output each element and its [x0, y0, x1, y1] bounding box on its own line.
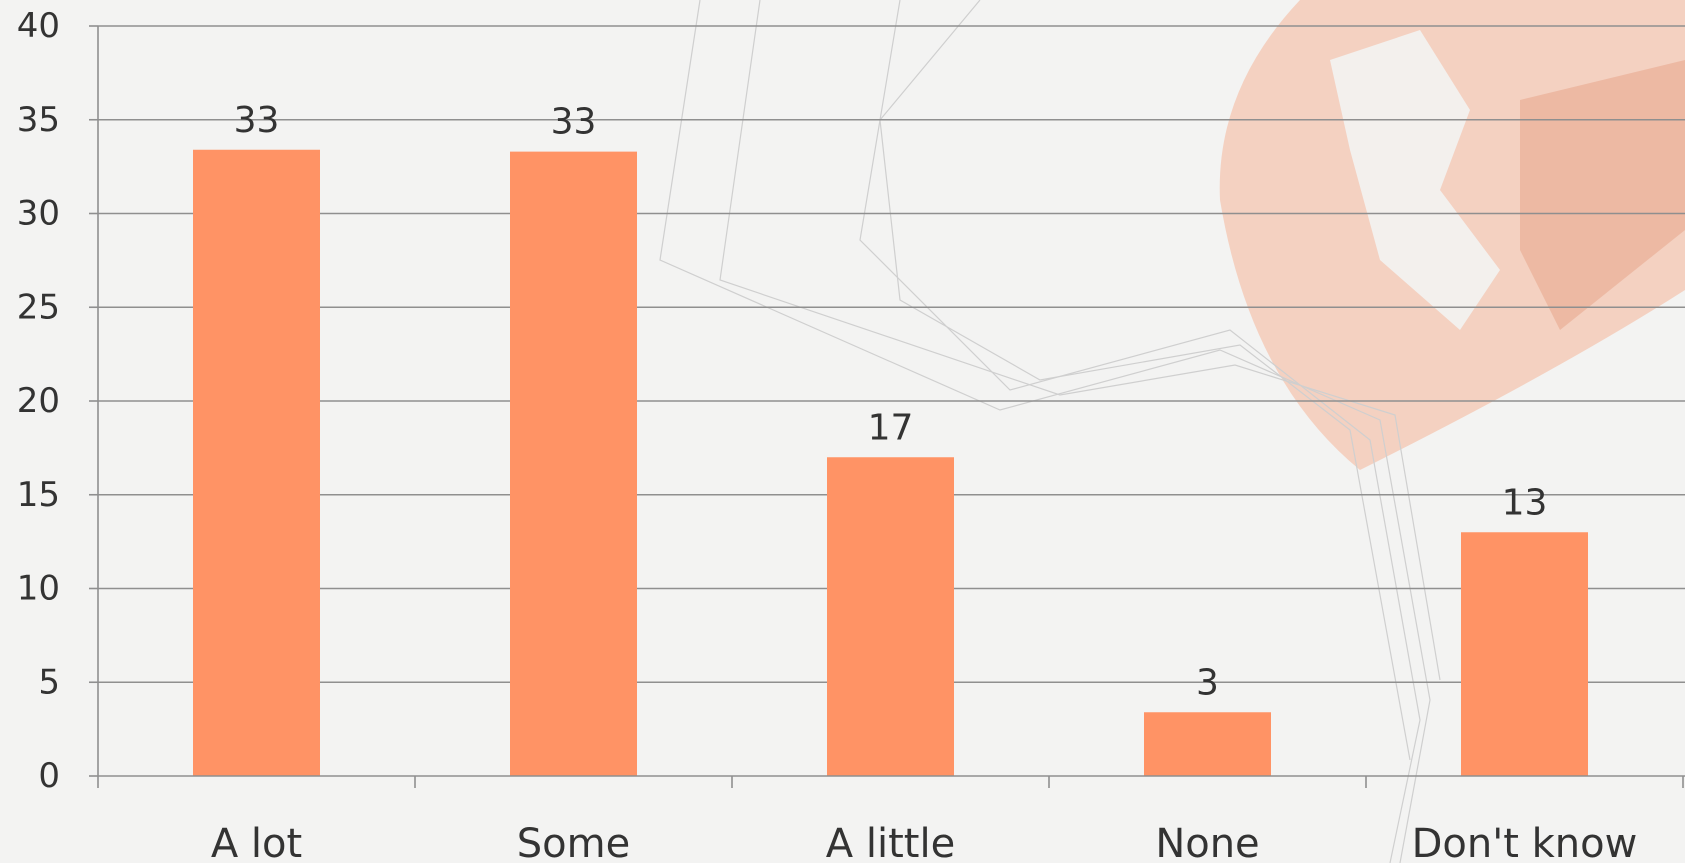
- y-axis-tick-labels: 0 5 10 15 20 25 30 35 40: [17, 6, 60, 796]
- y-tick-label: 10: [17, 569, 60, 609]
- y-tick-label: 40: [17, 6, 60, 46]
- bar-don-t-know: [1461, 532, 1588, 776]
- y-tick-label: 35: [17, 100, 60, 140]
- bar-a-little: [827, 457, 954, 776]
- data-labels: 33 33 17 3 13: [234, 100, 1548, 704]
- bar-none: [1144, 712, 1271, 776]
- watermark-graphic: [659, 0, 1685, 863]
- y-tick-label: 25: [17, 287, 60, 327]
- data-label: 33: [551, 102, 597, 143]
- y-tick-label: 5: [38, 662, 60, 702]
- bar-some: [510, 151, 637, 776]
- x-tick-label: A little: [826, 821, 955, 863]
- data-label: 13: [1502, 482, 1548, 523]
- y-tick-label: 30: [17, 194, 60, 234]
- bars: [193, 149, 1588, 776]
- x-tick-label: A lot: [211, 821, 302, 863]
- data-label: 33: [234, 100, 280, 141]
- x-tick-label: None: [1155, 821, 1259, 863]
- x-axis-tick-labels: A lot Some A little None Don't know: [211, 821, 1638, 863]
- y-tick-label: 0: [38, 756, 60, 796]
- x-tick-label: Some: [517, 821, 630, 863]
- data-label: 3: [1196, 662, 1219, 703]
- data-label: 17: [868, 407, 914, 448]
- axes: [89, 25, 1685, 788]
- bar-a-lot: [193, 149, 320, 776]
- y-tick-label: 20: [17, 381, 60, 421]
- y-tick-label: 15: [17, 475, 60, 515]
- x-tick-label: Don't know: [1412, 821, 1638, 863]
